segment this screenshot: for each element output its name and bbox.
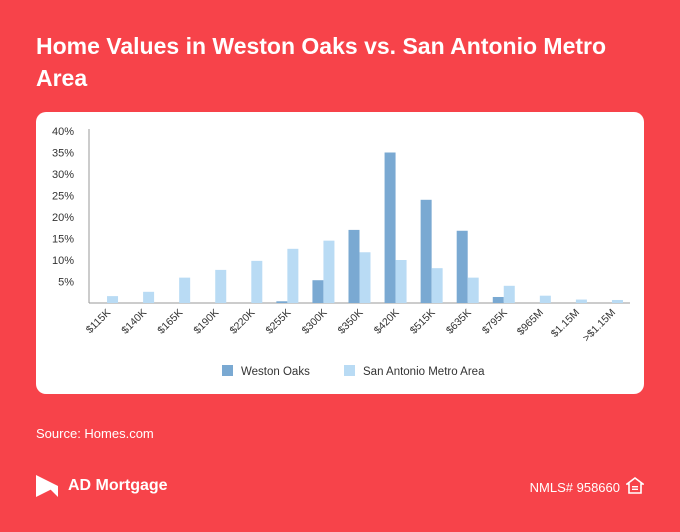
y-tick-label: 35%: [52, 148, 74, 160]
bar-san-antonio: [503, 285, 515, 303]
bar-weston-oaks: [276, 301, 288, 303]
bar-chart: 5%10%15%20%25%30%35%40%$115K $140K $165K $1…: [52, 126, 630, 378]
y-tick-label: 40%: [52, 126, 74, 138]
bar-weston-oaks: [384, 152, 396, 303]
bar-san-antonio: [467, 277, 479, 303]
x-tick-label: $165K: [155, 307, 185, 337]
y-tick-label: 10%: [52, 255, 74, 267]
legend-label-weston-oaks: Weston Oaks: [241, 366, 310, 378]
bar-weston-oaks: [492, 296, 504, 303]
x-tick-label: $255K: [264, 307, 294, 337]
x-tick-label: $220K: [227, 307, 257, 337]
bar-san-antonio: [431, 268, 443, 303]
x-tick-label: $140K: [119, 307, 149, 337]
brand-name: AD Mortgage: [68, 477, 168, 494]
bar-san-antonio: [395, 260, 407, 303]
y-tick-label: 25%: [52, 191, 74, 203]
legend-label-san-antonio: San Antonio Metro Area: [363, 366, 485, 378]
y-tick-label: 20%: [52, 212, 74, 224]
bar-weston-oaks: [348, 229, 360, 303]
bar-san-antonio: [179, 277, 191, 303]
bar-san-antonio: [359, 252, 371, 303]
equal-housing-icon: [624, 477, 646, 500]
x-tick-label: $350K: [336, 307, 366, 337]
y-tick-label: 30%: [52, 169, 74, 181]
chart-title: Home Values in Weston Oaks vs. San Anton…: [36, 33, 607, 91]
nmls-number: NMLS# 958660: [529, 480, 620, 495]
bar-san-antonio: [107, 296, 119, 303]
bar-san-antonio: [323, 240, 335, 303]
bar-san-antonio: [539, 295, 551, 303]
x-tick-label: $420K: [372, 307, 402, 337]
bar-weston-oaks: [456, 230, 468, 303]
brand: AD Mortgage: [36, 470, 168, 502]
legend-swatch-weston-oaks: [222, 365, 233, 376]
bar-san-antonio: [575, 299, 587, 303]
bar-weston-oaks: [312, 280, 324, 303]
x-tick-label: $300K: [300, 307, 330, 337]
bar-san-antonio: [215, 269, 227, 303]
x-tick-label: $115K: [84, 307, 113, 336]
source-note: Source: Homes.com: [36, 426, 154, 441]
ad-mortgage-logo-icon: [36, 475, 58, 497]
bar-san-antonio: [143, 291, 155, 303]
x-tick-label: $635K: [444, 307, 474, 337]
bar-san-antonio: [611, 299, 623, 303]
bar-weston-oaks: [420, 199, 432, 303]
x-tick-label: >$1.15M: [581, 307, 619, 345]
bar-san-antonio: [287, 248, 299, 303]
y-tick-label: 5%: [58, 277, 74, 289]
x-tick-label: $965M: [515, 307, 546, 338]
y-tick-label: 15%: [52, 234, 74, 246]
x-tick-label: $190K: [191, 307, 221, 337]
x-tick-label: $1.15M: [549, 307, 582, 340]
x-tick-label: $795K: [480, 307, 510, 337]
x-tick-label: $515K: [408, 307, 438, 337]
chart-card: 5% 10% 15% 20% 25% 30% 35% 40% $115K $140K $165K $1…: [36, 112, 644, 394]
legend-swatch-san-antonio: [344, 365, 355, 376]
bar-san-antonio: [251, 260, 263, 303]
